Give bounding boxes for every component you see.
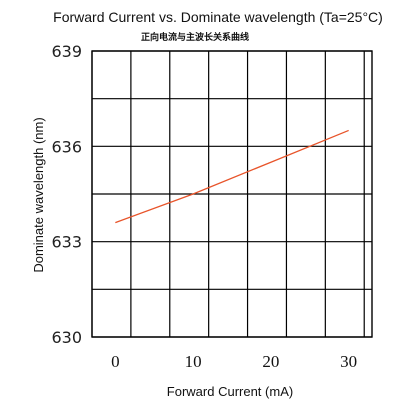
chart-title: Forward Current vs. Dominate wavelength … xyxy=(53,9,383,25)
y-tick-label: 633 xyxy=(51,233,82,252)
y-tick-label: 636 xyxy=(51,137,82,156)
x-tick-label: 20 xyxy=(262,352,279,371)
x-tick-label: 0 xyxy=(111,352,120,371)
y-tick-label: 639 xyxy=(51,42,82,61)
x-axis-label: Forward Current (mA) xyxy=(167,384,293,399)
y-axis-label: Dominate wavelength (nm) xyxy=(31,117,46,272)
series-layer xyxy=(115,129,349,224)
x-tick-label: 30 xyxy=(340,352,357,371)
grid xyxy=(91,50,372,338)
plot-frame xyxy=(91,50,373,338)
series-line xyxy=(115,129,349,224)
y-tick-label: 630 xyxy=(51,328,82,347)
y-tick-labels: 630 633 636 639 xyxy=(51,42,82,347)
x-tick-labels: 0 10 20 30 xyxy=(111,352,357,371)
x-tick-label: 10 xyxy=(185,352,202,371)
chart-subtitle: 正向电流与主波长关系曲线 xyxy=(141,31,249,43)
